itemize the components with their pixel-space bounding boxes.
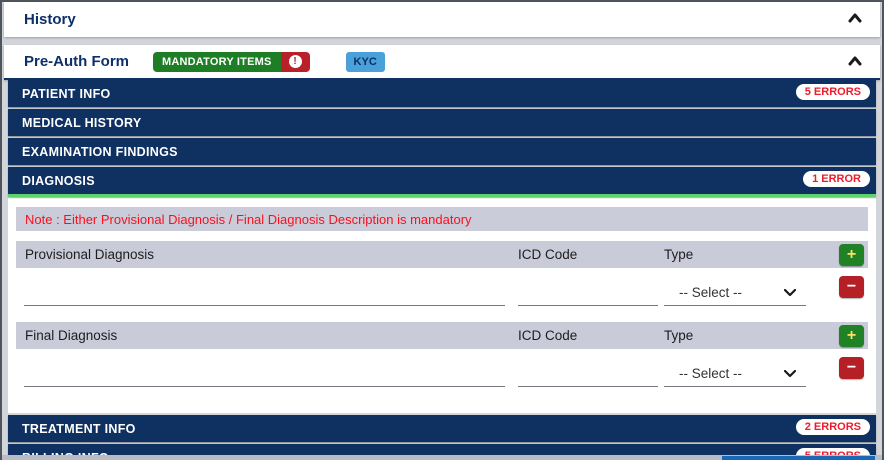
section-label: MEDICAL HISTORY (22, 115, 142, 130)
chevron-up-icon[interactable] (848, 12, 862, 24)
mandatory-alert-section: ! (280, 51, 310, 72)
error-badge: 2 ERRORS (795, 419, 870, 435)
provisional-diagnosis-label: Provisional Diagnosis (25, 247, 155, 262)
partial-blue-element (722, 456, 875, 460)
chevron-down-icon (784, 288, 796, 296)
chevron-down-icon (784, 369, 796, 377)
section-patient-info[interactable]: PATIENT INFO 5 ERRORS (8, 80, 876, 107)
mandatory-note: Note : Either Provisional Diagnosis / Fi… (16, 207, 868, 231)
final-diagnosis-input-row: -- Select -- − (16, 351, 868, 397)
provisional-diagnosis-header-row: Provisional Diagnosis ICD Code Type + (16, 241, 868, 268)
icd-code-header: ICD Code (518, 328, 578, 343)
section-label: DIAGNOSIS (22, 173, 95, 188)
final-diagnosis-label: Final Diagnosis (25, 328, 118, 343)
section-diagnosis[interactable]: DIAGNOSIS 1 ERROR (8, 167, 876, 197)
remove-row-button[interactable]: − (839, 276, 864, 298)
add-row-button[interactable]: + (839, 243, 864, 266)
error-badge: 1 ERROR (803, 171, 870, 187)
section-label: PATIENT INFO (22, 86, 111, 101)
preauth-panel-header[interactable]: Pre-Auth Form MANDATORY ITEMS ! KYC (4, 45, 880, 80)
select-value: -- Select -- (679, 285, 743, 300)
exclamation-icon: ! (288, 55, 302, 68)
final-diagnosis-header-row: Final Diagnosis ICD Code Type + (16, 322, 868, 349)
section-treatment-info[interactable]: TREATMENT INFO 2 ERRORS (8, 415, 876, 442)
diagnosis-panel: Note : Either Provisional Diagnosis / Fi… (8, 197, 876, 413)
final-diagnosis-input[interactable] (24, 361, 506, 387)
mandatory-items-label: MANDATORY ITEMS (153, 51, 281, 72)
history-panel-header[interactable]: History (4, 2, 880, 37)
type-header: Type (664, 328, 694, 343)
history-title: History (24, 11, 76, 28)
mandatory-items-badge[interactable]: MANDATORY ITEMS ! (153, 51, 310, 72)
kyc-badge[interactable]: KYC (345, 51, 385, 72)
bottom-strip (2, 455, 882, 460)
add-row-button[interactable]: + (839, 324, 864, 347)
preauth-title: Pre-Auth Form (24, 53, 129, 70)
provisional-diagnosis-input[interactable] (24, 280, 506, 306)
icd-code-header: ICD Code (518, 247, 578, 262)
remove-row-button[interactable]: − (839, 357, 864, 379)
final-icd-code-input[interactable] (518, 361, 658, 387)
section-examination-findings[interactable]: EXAMINATION FINDINGS (8, 138, 876, 165)
type-header: Type (664, 247, 694, 262)
section-label: TREATMENT INFO (22, 421, 136, 436)
select-value: -- Select -- (679, 366, 743, 381)
provisional-diagnosis-input-row: -- Select -- − (16, 270, 868, 316)
error-badge: 5 ERRORS (795, 84, 870, 100)
chevron-up-icon[interactable] (848, 55, 862, 67)
section-medical-history[interactable]: MEDICAL HISTORY (8, 109, 876, 136)
final-type-select[interactable]: -- Select -- (664, 361, 806, 387)
provisional-type-select[interactable]: -- Select -- (664, 280, 806, 306)
section-label: EXAMINATION FINDINGS (22, 144, 178, 159)
provisional-icd-code-input[interactable] (518, 280, 658, 306)
